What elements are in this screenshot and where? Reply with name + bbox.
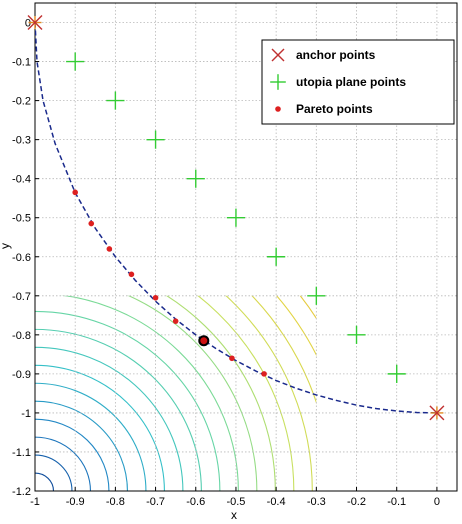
marker-dot (229, 355, 235, 362)
utopia-plane-points-point (106, 91, 125, 110)
y-tick-label: -0.2 (12, 96, 31, 108)
y-tick-label: -1.2 (12, 486, 31, 498)
contour-line (35, 436, 92, 491)
legend-marker (271, 48, 285, 62)
contour-line (165, 295, 276, 491)
y-axis-label: y (0, 243, 12, 249)
series-markers (27, 15, 445, 421)
y-tick-label: -0.6 (12, 252, 31, 264)
marker-dot (72, 189, 78, 196)
anchor-points-point (429, 405, 445, 421)
marker-dot (88, 220, 95, 227)
marker-dot (128, 271, 135, 278)
y-tick-label: -0.3 (12, 135, 31, 147)
utopia-plane-points-point (226, 208, 246, 227)
y-tick-label: -0.8 (12, 330, 31, 342)
pareto-points-point (152, 294, 159, 301)
contour-line (197, 295, 295, 491)
contour-line (127, 295, 258, 491)
y-tick-label: -0.7 (12, 291, 31, 303)
x-tick-label: -0.1 (387, 496, 406, 508)
x-tick-label: -0.3 (307, 496, 326, 508)
highlighted-pareto-point (198, 335, 210, 347)
y-tick-labels: 0 -0.1 -0.2 -0.3 -0.4 -0.5 -0.6 -0.7 -0.8 -0.9 -1 -… (12, 18, 31, 498)
contour-line (35, 382, 147, 491)
pareto-points-point (72, 189, 78, 196)
contour-line (35, 328, 202, 491)
legend-label: Pareto points (296, 102, 373, 116)
y-tick-label: -1 (21, 408, 31, 420)
x-tick-label: -0.5 (226, 496, 245, 508)
utopia-plane-points-point (186, 169, 205, 188)
pareto-points-point (229, 355, 235, 362)
x-axis-label: x (231, 508, 237, 522)
legend-label: anchor points (296, 48, 376, 62)
pareto-front-line (35, 22, 437, 414)
utopia-plane-points-point (66, 52, 85, 71)
plot-frame (34, 2, 458, 492)
y-tick-label: -0.9 (12, 369, 31, 381)
x-tick-label: -0.9 (66, 496, 85, 508)
legend: anchor points utopia plane points Pareto p… (261, 39, 455, 125)
y-tick-label: -0.4 (12, 174, 31, 186)
marker-dot (106, 246, 113, 252)
y-tick-label: -0.1 (12, 57, 31, 69)
pareto-points-point (106, 246, 113, 252)
legend-marker (270, 74, 286, 90)
contour-line (61, 295, 239, 491)
contour-line (35, 364, 165, 491)
y-tick-label: -1.1 (12, 447, 31, 459)
x-tick-label: -0.2 (347, 496, 366, 508)
x-tick-label: -0.4 (267, 496, 286, 508)
pareto-points-point (128, 271, 135, 278)
utopia-plane-points-point (347, 325, 366, 344)
contour-line (35, 454, 73, 491)
pareto-points-point (172, 318, 179, 324)
x-tick-label: -1 (30, 496, 40, 508)
utopia-plane-points-point (146, 130, 165, 149)
y-tick-label: -0.5 (12, 213, 31, 225)
marker-stroke (429, 405, 445, 421)
contour-line (35, 310, 221, 491)
utopia-plane-points-point (307, 286, 326, 305)
contour-line (35, 472, 55, 491)
y-tick-label: 0 (25, 18, 31, 30)
x-tick-label: -0.6 (186, 496, 205, 508)
marker-stroke (27, 15, 43, 31)
marker-dot (261, 371, 267, 377)
marker-dot (172, 318, 179, 324)
marker-stroke (271, 48, 285, 62)
contour-line (35, 418, 110, 491)
pareto-front-curve (35, 22, 437, 414)
marker-dot (152, 294, 159, 301)
legend-box (261, 39, 455, 125)
pareto-points-point (88, 220, 95, 227)
utopia-plane-points-point (267, 247, 286, 266)
anchor-points-point (27, 15, 43, 31)
marker-dot (275, 106, 281, 112)
x-tick-label: 0 (434, 496, 440, 508)
legend-marker (275, 106, 281, 112)
contour-layer (35, 295, 317, 491)
contour-line (35, 400, 128, 491)
x-tick-labels: -1 -0.9 -0.8 -0.7 -0.6 -0.5 -0.4 -0.3 -0.2 -0.1 0 (30, 496, 440, 508)
x-tick-label: -0.7 (146, 496, 165, 508)
contour-line (225, 295, 313, 491)
pareto-points-point (261, 371, 267, 377)
x-tick-label: -0.8 (106, 496, 125, 508)
contour-line (35, 346, 184, 491)
utopia-plane-points-point (387, 364, 406, 383)
legend-label: utopia plane points (296, 75, 406, 89)
